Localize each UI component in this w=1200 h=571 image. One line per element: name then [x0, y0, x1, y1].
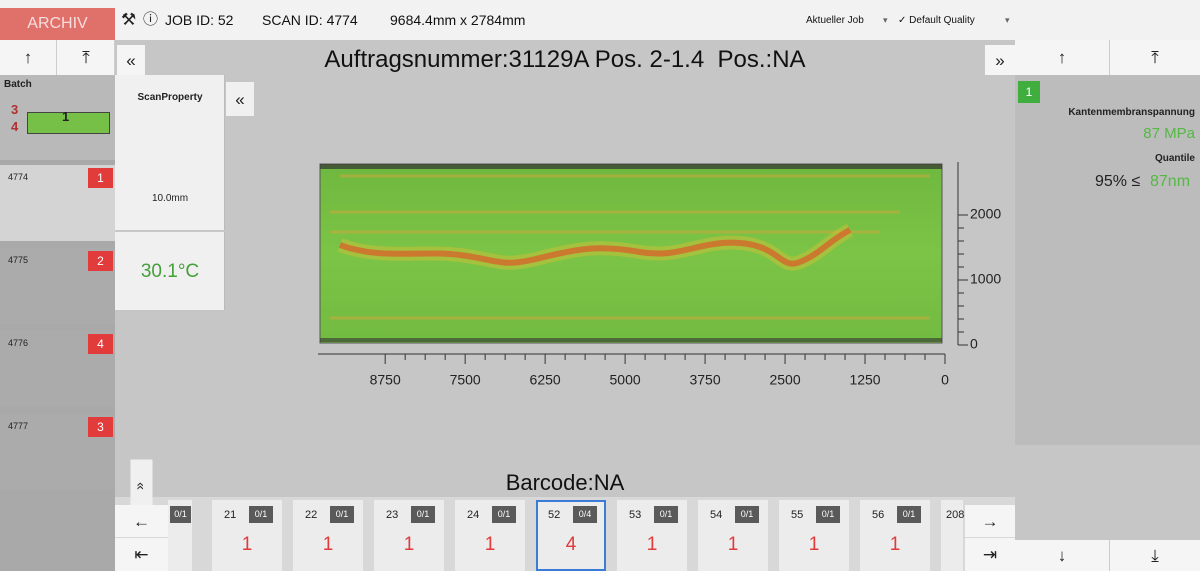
- button[interactable]: ↓: [1015, 540, 1110, 571]
- scan-badge: 3: [88, 417, 113, 437]
- scan-id: 4776: [8, 339, 28, 348]
- job-number: 24: [467, 510, 479, 521]
- y-tick-label: 1000: [970, 271, 1001, 287]
- metric-value: 87 MPa: [1143, 126, 1195, 141]
- batch-number: 3: [11, 103, 18, 116]
- scan-id: 4775: [8, 256, 28, 265]
- job-count: 1: [698, 535, 768, 554]
- x-tick-label: 3750: [689, 372, 720, 388]
- result-badge: 1: [1018, 81, 1040, 103]
- job-status: 0/1: [897, 506, 921, 523]
- dimensions: 9684.4mm x 2784mm: [390, 13, 525, 27]
- button[interactable]: ⤒: [57, 40, 115, 75]
- x-tick-label: 2500: [769, 372, 800, 388]
- divider: [115, 230, 225, 232]
- caret: ▾: [883, 16, 888, 25]
- thickness: 10.0mm: [115, 194, 225, 204]
- barcode: Barcode:NA: [115, 472, 1015, 494]
- job-status: 0/1: [654, 506, 678, 523]
- scan-id: 4777: [8, 422, 28, 431]
- scan-badge: 2: [88, 251, 113, 271]
- scan-id: SCAN ID: 4774: [262, 13, 358, 27]
- job-count: 1: [779, 535, 849, 554]
- job-count: 1: [293, 535, 363, 554]
- job-status: 0/1: [492, 506, 516, 523]
- quality-select[interactable]: ✓ Default Quality: [898, 16, 975, 26]
- job-number: 56: [872, 510, 884, 521]
- x-tick-label: 0: [941, 372, 949, 388]
- job-count: 1: [860, 535, 930, 554]
- y-tick-label: 0: [970, 336, 978, 352]
- quantile-value: 87nm: [1150, 174, 1190, 190]
- job-count: 1: [212, 535, 282, 554]
- metric-label: Kantenmembranspannung: [1068, 108, 1195, 118]
- job-status: 0/1: [816, 506, 840, 523]
- job-status: 0/4: [573, 506, 597, 523]
- button[interactable]: ⇥: [965, 538, 1015, 571]
- button[interactable]: «: [226, 82, 254, 116]
- job-count: 1: [374, 535, 444, 554]
- scan-badge: 4: [88, 334, 113, 354]
- job-number: 208: [946, 510, 964, 521]
- button[interactable]: ⤒: [1110, 40, 1200, 75]
- info-icon[interactable]: ⓘ: [143, 12, 158, 27]
- x-tick-label: 8750: [370, 372, 401, 388]
- job-status: 0/1: [411, 506, 435, 523]
- button[interactable]: ↑: [1015, 40, 1110, 75]
- job-id: JOB ID: 52: [165, 13, 233, 27]
- button[interactable]: ←: [115, 505, 168, 537]
- x-tick-label: 5000: [610, 372, 641, 388]
- job-status: 0/1: [170, 506, 191, 523]
- property-title: ScanProperty: [115, 93, 225, 103]
- job-select[interactable]: Aktueller Job: [806, 16, 864, 26]
- y-tick-label: 2000: [970, 206, 1001, 222]
- job-number: 21: [224, 510, 236, 521]
- archiv-tab[interactable]: ARCHIV: [0, 8, 115, 40]
- temperature: 30.1°C: [115, 262, 225, 281]
- job-number: 22: [305, 510, 317, 521]
- tools-icon[interactable]: ⚒: [121, 11, 136, 28]
- button[interactable]: ⤓: [1110, 540, 1200, 571]
- button[interactable]: ↑: [0, 40, 57, 75]
- job-number: 53: [629, 510, 641, 521]
- quantile-label: Quantile: [1155, 154, 1195, 164]
- button[interactable]: →: [965, 505, 1015, 537]
- quantile-prefix: 95% ≤: [1095, 174, 1140, 190]
- job-count: 4: [536, 535, 606, 554]
- batch-number: 1: [62, 110, 69, 123]
- batch-number: 4: [11, 120, 18, 133]
- job-number: 55: [791, 510, 803, 521]
- job-number: 54: [710, 510, 722, 521]
- caret: ▾: [1005, 16, 1010, 25]
- job-status: 0/1: [249, 506, 273, 523]
- job-status: 0/1: [330, 506, 354, 523]
- job-count: 1: [455, 535, 525, 554]
- scan-edge: [320, 164, 942, 169]
- page-title: Auftragsnummer:31129A Pos. 2-1.4 Pos.:NA: [115, 48, 1015, 72]
- job-status: 0/1: [735, 506, 759, 523]
- batch-label: Batch: [4, 80, 32, 90]
- scan-id: 4774: [8, 173, 28, 182]
- scan-badge: 1: [88, 168, 113, 188]
- x-tick-label: 1250: [849, 372, 880, 388]
- app: 87507500625050003750250012500010002000Ku…: [0, 0, 1200, 571]
- job-number: 52: [548, 510, 560, 521]
- job-count: 1: [617, 535, 687, 554]
- scan-edge: [320, 338, 942, 342]
- x-tick-label: 6250: [530, 372, 561, 388]
- button[interactable]: ⇤: [115, 538, 168, 571]
- x-tick-label: 7500: [450, 372, 481, 388]
- job-number: 23: [386, 510, 398, 521]
